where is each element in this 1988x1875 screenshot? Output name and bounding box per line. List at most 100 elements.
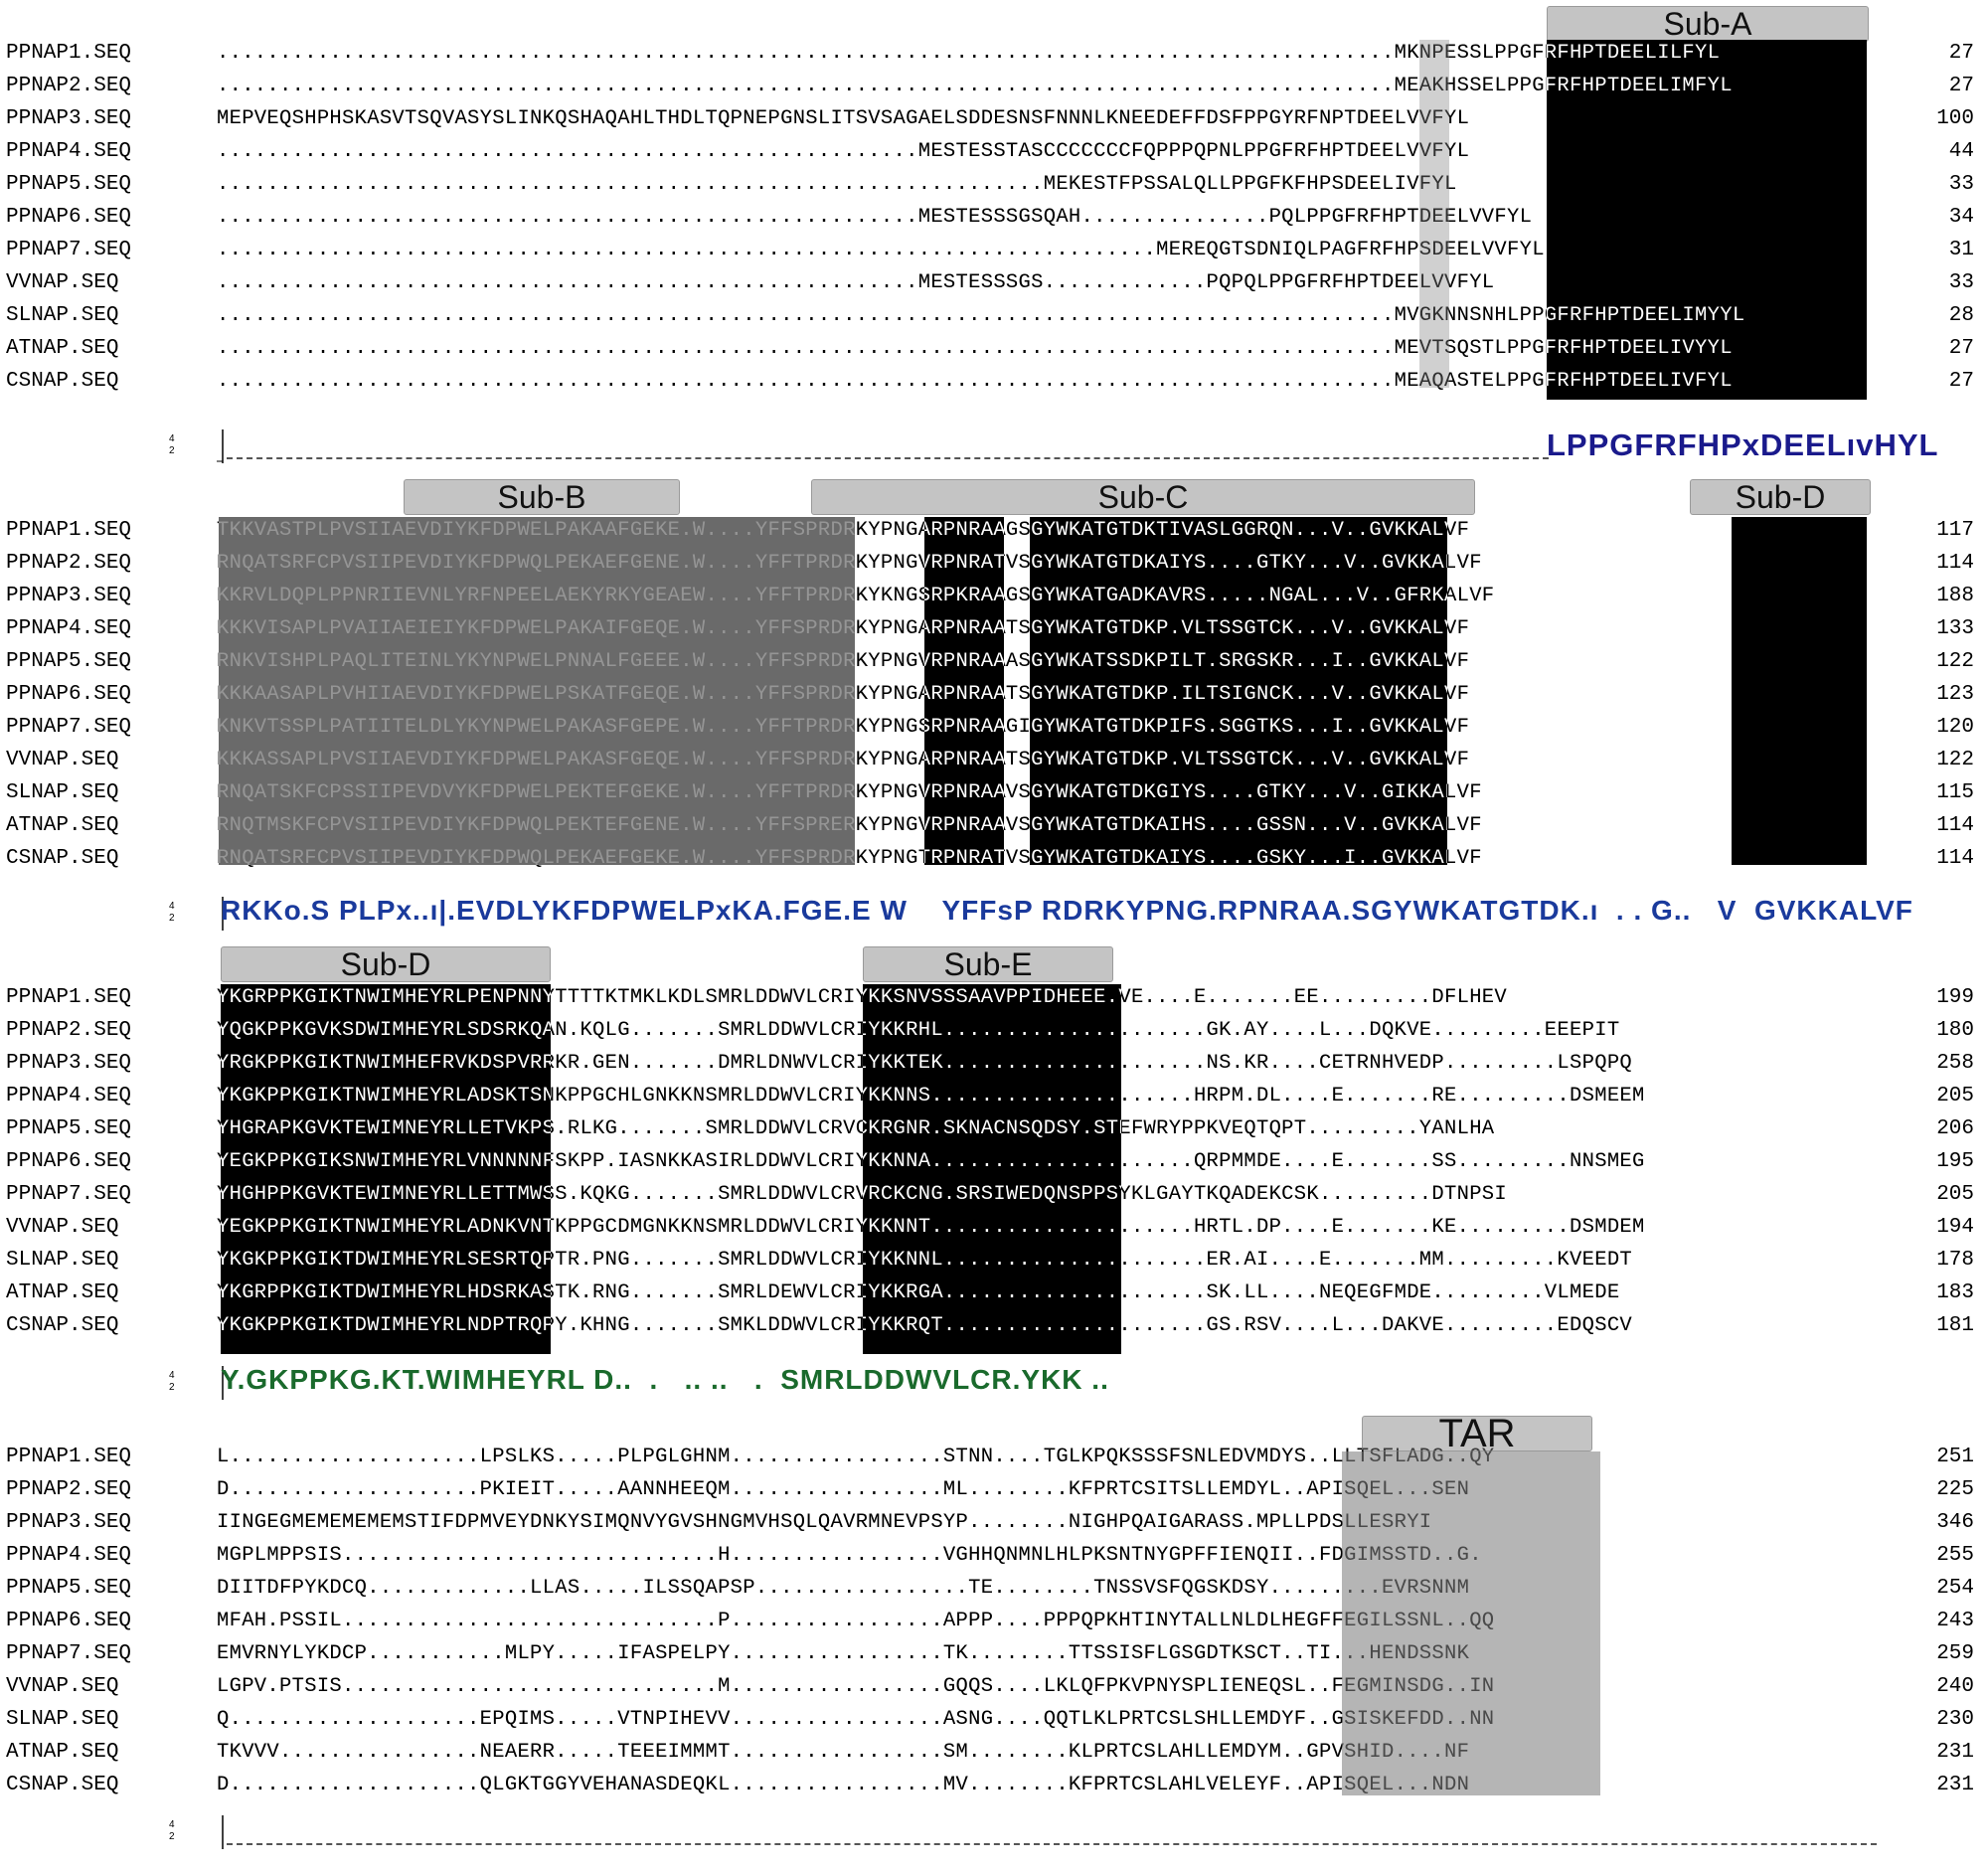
shade-region: [863, 984, 1121, 1354]
alignment-block-3: Sub-D Sub-E PPNAP1.SEQ YKGRPPKGIKTNWIMHEY…: [0, 935, 1988, 1402]
residue-count: 205: [1936, 1183, 1974, 1206]
sequence-residues: EMVRNYLYKDCP...........MLPY.....IFASPELP…: [217, 1642, 1470, 1665]
sequence-name: CSNAP.SEQ: [6, 370, 119, 393]
residue-count: 100: [1936, 107, 1974, 130]
logo-baseline: [227, 1843, 1877, 1847]
shade-region: [1419, 40, 1449, 388]
svg-text:4: 4: [169, 1370, 175, 1381]
sequence-row: PPNAP6.SEQ YEGKPPKGIKSNWIMHEYRLVNNNNNFSKP…: [0, 1148, 1988, 1178]
sequence-residues: YHGRAPKGVKTEWIMNEYRLLETVKPS.RLKG.......S…: [217, 1117, 1495, 1140]
sequence-residues: YQGKPPKGVKSDWIMHEYRLSDSRKQAN.KQLG.......…: [217, 1019, 1620, 1042]
sequence-name: ATNAP.SEQ: [6, 814, 119, 837]
sequence-name: CSNAP.SEQ: [6, 847, 119, 870]
sequence-row: CSNAP.SEQ...............................…: [0, 368, 1988, 398]
residue-count: 183: [1936, 1281, 1974, 1304]
sequence-name: PPNAP5.SEQ: [6, 1117, 132, 1140]
residue-count: 31: [1948, 239, 1974, 261]
sequence-row: PPNAP5.SEQ..............................…: [0, 171, 1988, 201]
sequence-residues: ........................................…: [217, 42, 1721, 65]
sequence-residues: MGPLMPPSIS..............................…: [217, 1544, 1482, 1567]
subdomain-label-sub-d: Sub-D: [1690, 479, 1871, 515]
subdomain-label-sub-b: Sub-B: [404, 479, 680, 515]
residue-count: 27: [1948, 42, 1974, 65]
residue-count: 255: [1936, 1544, 1974, 1567]
sequence-row: PPNAP6.SEQ MFAH.PSSIL....................…: [0, 1608, 1988, 1637]
sequence-name: PPNAP6.SEQ: [6, 683, 132, 706]
sequence-row: PPNAP3.SEQ IINGEGMEMEMEMEMSTIFDPMVEYDNKYS…: [0, 1509, 1988, 1539]
residue-count: 28: [1948, 304, 1974, 327]
residue-count: 117: [1936, 519, 1974, 542]
residue-count: 44: [1948, 140, 1974, 163]
sequence-row: SLNAP.SEQ YKGKPPKGIKTDWIMHEYRLSESRTQPTR.P…: [0, 1247, 1988, 1277]
sequence-row: PPNAP5.SEQ YHGRAPKGVKTEWIMNEYRLLETVKPS.RL…: [0, 1115, 1988, 1145]
logo-baseline: [227, 457, 1549, 461]
sequence-name: SLNAP.SEQ: [6, 1708, 119, 1731]
sequence-row: VVNAP.SEQ LGPV.PTSIS.....................…: [0, 1673, 1988, 1703]
sequence-row: PPNAP2.SEQ YQGKPPKGVKSDWIMHEYRLSDSRKQAN.K…: [0, 1017, 1988, 1047]
sequence-name: VVNAP.SEQ: [6, 749, 119, 771]
sequence-name: PPNAP5.SEQ: [6, 650, 132, 673]
sequence-residues: YRGKPPKGIKTNWIMHEFRVKDSPVRRKR.GEN.......…: [217, 1052, 1633, 1075]
sequence-residues: KKKAASAPLPVHIIAEVDIYKFDPWELPSKATFGEQE.W.…: [217, 683, 1470, 706]
residue-count: 120: [1936, 716, 1974, 739]
logo-consensus: Y.GKPPKG.KT.WIMHEYRL D.. . .. .. . SMRLD…: [221, 1364, 1109, 1395]
sequence-row: PPNAP3.SEQ KKRVLDQPLPPNRIIEVNLYRFNPEELAEK…: [0, 583, 1988, 612]
sequence-row: PPNAP6.SEQ KKKAASAPLPVHIIAEVDIYKFDPWELPSK…: [0, 681, 1988, 711]
sequence-row: PPNAP2.SEQ D....................PKIEIT...…: [0, 1476, 1988, 1506]
sequence-name: PPNAP1.SEQ: [6, 986, 132, 1009]
sequence-name: PPNAP6.SEQ: [6, 206, 132, 229]
alignment-block-2: Sub-B Sub-C Sub-D PPNAP1.SEQ TKKVASTPLPVS…: [0, 467, 1988, 935]
sequence-name: ATNAP.SEQ: [6, 1281, 119, 1304]
sequence-residues: YKGKPPKGIKTDWIMHEYRLNDPTRQPY.KHNG.......…: [217, 1314, 1633, 1337]
shade-region: [1732, 517, 1867, 865]
logo-axis: 42: [169, 1815, 224, 1849]
sequence-name: PPNAP4.SEQ: [6, 617, 132, 640]
residue-count: 188: [1936, 585, 1974, 607]
sequence-row: ATNAP.SEQ YKGRPPKGIKTDWIMHEYRLHDSRKASTK.R…: [0, 1279, 1988, 1309]
sequence-residues: ........................................…: [217, 75, 1733, 97]
alignment-block-1: Sub-A PPNAP1.SEQ........................…: [0, 0, 1988, 467]
sequence-name: PPNAP3.SEQ: [6, 585, 132, 607]
sequence-residues: RNQTMSKFCPVSIIPEVDIYKFDPWQLPEKTEFGENE.W.…: [217, 814, 1482, 837]
sequence-name: PPNAP7.SEQ: [6, 239, 132, 261]
sequence-name: CSNAP.SEQ: [6, 1774, 119, 1796]
sequence-row: PPNAP7.SEQ KNKVTSSPLPATIITELDLYKYNPWELPAK…: [0, 714, 1988, 744]
logo-consensus: LPPGFRFHPxDEELıvHYL: [1547, 427, 1939, 462]
sequence-row: ATNAP.SEQ...............................…: [0, 335, 1988, 365]
sequence-residues: YEGKPPKGIKSNWIMHEYRLVNNNNNFSKPP.IASNKKAS…: [217, 1150, 1645, 1173]
sequence-row: CSNAP.SEQ RNQATSRFCPVSIIPEVDIYKFDPWQLPEKA…: [0, 845, 1988, 875]
sequence-name: PPNAP2.SEQ: [6, 75, 132, 97]
sequence-residues: LGPV.PTSIS..............................…: [217, 1675, 1495, 1698]
sequence-row: PPNAP4.SEQ..............................…: [0, 138, 1988, 168]
sequence-residues: TKKVASTPLPVSIIAEVDIYKFDPWELPAKAAFGEKE.W.…: [217, 519, 1470, 542]
sequence-name: PPNAP5.SEQ: [6, 173, 132, 196]
residue-count: 254: [1936, 1577, 1974, 1600]
subdomain-label-tar: TAR: [1362, 1414, 1592, 1453]
sequence-residues: ........................................…: [217, 239, 1545, 261]
sequence-residues: D....................PKIEIT.....AANNHEEQ…: [217, 1478, 1470, 1501]
sequence-residues: ........................................…: [217, 271, 1495, 294]
sequence-row: VVNAP.SEQ YEGKPPKGIKTNWIMHEYRLADNKVNTKPPG…: [0, 1214, 1988, 1244]
sequence-name: PPNAP1.SEQ: [6, 1446, 132, 1468]
residue-count: 27: [1948, 337, 1974, 360]
svg-text:4: 4: [169, 1819, 175, 1830]
sequence-residues: D....................QLGKTGGYVEHANASDEQK…: [217, 1774, 1470, 1796]
sequence-residues: YKGRPPKGIKTDWIMHEYRLHDSRKASTK.RNG.......…: [217, 1281, 1620, 1304]
sequence-residues: ........................................…: [217, 304, 1745, 327]
sequence-row: PPNAP1.SEQ..............................…: [0, 40, 1988, 70]
residue-count: 133: [1936, 617, 1974, 640]
svg-text:4: 4: [169, 433, 175, 444]
sequence-row: PPNAP4.SEQ MGPLMPPSIS....................…: [0, 1542, 1988, 1572]
sequence-residues: ........................................…: [217, 206, 1533, 229]
sequence-residues: RNQATSRFCPVSIIPEVDIYKFDPWQLPEKAEFGENE.W.…: [217, 552, 1482, 575]
sequence-row: SLNAP.SEQ...............................…: [0, 302, 1988, 332]
shade-region: [1030, 517, 1447, 865]
sequence-residues: TKVVV................NEAERR.....TEEEIMMM…: [217, 1741, 1470, 1764]
sequence-name: PPNAP6.SEQ: [6, 1150, 132, 1173]
sequence-residues: YEGKPPKGIKTNWIMHEYRLADNKVNTKPPGCDMGNKKNS…: [217, 1216, 1645, 1239]
sequence-row: PPNAP2.SEQ..............................…: [0, 73, 1988, 102]
sequence-residues: YHGHPPKGVKTEWIMNEYRLLETTMWSS.KQKG.......…: [217, 1183, 1508, 1206]
sequence-name: PPNAP4.SEQ: [6, 1085, 132, 1108]
